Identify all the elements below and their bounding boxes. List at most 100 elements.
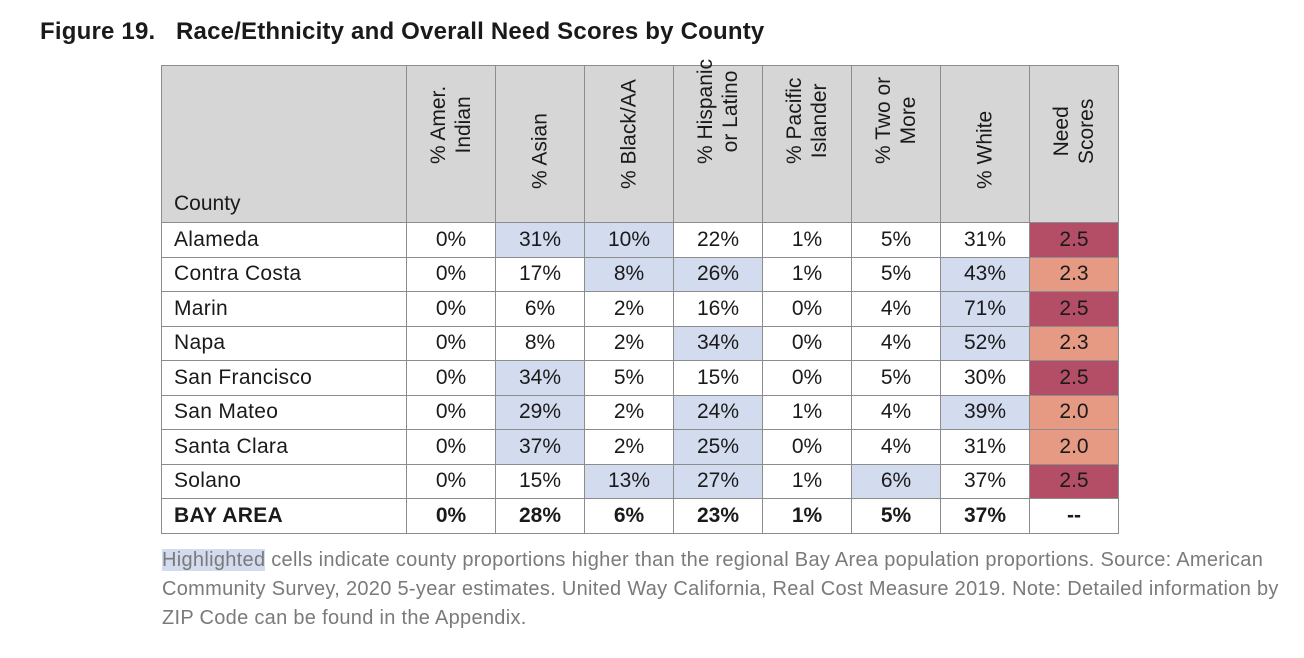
need-score-cell: 2.3 <box>1029 325 1119 361</box>
table-row: Solano 0% 15% 13% 27% 1% 6% 37% 2.5 <box>161 463 1119 499</box>
value-cell: 1% <box>762 498 852 534</box>
value-cell: 5% <box>851 222 941 258</box>
value-cell: 6% <box>584 498 674 534</box>
column-header-line: Islander <box>808 83 831 159</box>
county-cell: Alameda <box>161 222 407 258</box>
value-cell: 22% <box>673 222 763 258</box>
column-header-line: % Pacific <box>783 77 806 164</box>
need-score-cell: 2.5 <box>1029 291 1119 327</box>
value-cell: 0% <box>406 325 496 361</box>
value-cell: 31% <box>940 429 1030 465</box>
column-header-line: More <box>897 96 920 145</box>
value-cell: 15% <box>495 463 585 499</box>
value-cell: 13% <box>584 463 674 499</box>
value-cell: 0% <box>762 360 852 396</box>
figure-title: Figure 19. Race/Ethnicity and Overall Ne… <box>40 18 764 46</box>
value-cell: 37% <box>940 463 1030 499</box>
value-cell: 34% <box>495 360 585 396</box>
table-header-row: County % Amer. Indian % Asian % Black/AA % H… <box>161 59 1119 223</box>
figure-label: Figure 19. <box>40 18 156 45</box>
value-cell: 52% <box>940 325 1030 361</box>
value-cell: 4% <box>851 291 941 327</box>
table-body: Alameda 0% 31% 10% 22% 1% 5% 31% 2.5 Contra Costa… <box>161 222 1119 534</box>
value-cell: 0% <box>762 325 852 361</box>
value-cell: 8% <box>495 325 585 361</box>
value-cell: 2% <box>584 325 674 361</box>
source-note: Source: American Community Survey, 2020 … <box>162 549 1279 629</box>
need-score-cell: 2.5 <box>1029 463 1119 499</box>
highlight-note: cells indicate county proportions higher… <box>265 549 1095 571</box>
value-cell: 37% <box>495 429 585 465</box>
column-header-line: Scores <box>1075 98 1098 164</box>
value-cell: 2% <box>584 291 674 327</box>
column-header-line: % Hispanic <box>694 58 717 164</box>
value-cell: 4% <box>851 394 941 430</box>
need-score-cell: 2.5 <box>1029 222 1119 258</box>
table-row: Contra Costa 0% 17% 8% 26% 1% 5% 43% 2.3 <box>161 256 1119 292</box>
highlighted-legend-swatch: Highlighted <box>162 549 266 571</box>
table-row: Santa Clara 0% 37% 2% 25% 0% 4% 31% 2.0 <box>161 429 1119 465</box>
table-notes: Highlighted cells indicate county propor… <box>162 546 1292 633</box>
value-cell: 15% <box>673 360 763 396</box>
column-header: % Two or More <box>851 65 941 223</box>
value-cell: 1% <box>762 222 852 258</box>
column-header: % White <box>940 65 1030 223</box>
table-row: Marin 0% 6% 2% 16% 0% 4% 71% 2.5 <box>161 291 1119 327</box>
value-cell: 31% <box>495 222 585 258</box>
column-header: Need Scores <box>1029 65 1119 223</box>
value-cell: 0% <box>762 291 852 327</box>
figure-title-text: Race/Ethnicity and Overall Need Scores b… <box>175 18 765 45</box>
value-cell: 31% <box>940 222 1030 258</box>
value-cell: 8% <box>584 256 674 292</box>
column-header: % Hispanic or Latino <box>673 59 763 223</box>
value-cell: 5% <box>851 360 941 396</box>
column-header-line: % Black/AA <box>617 79 641 189</box>
value-cell: 0% <box>762 429 852 465</box>
need-score-cell: 2.5 <box>1029 360 1119 396</box>
value-cell: 5% <box>851 498 941 534</box>
value-cell: 0% <box>406 463 496 499</box>
value-cell: 27% <box>673 463 763 499</box>
value-cell: 1% <box>762 394 852 430</box>
value-cell: 16% <box>673 291 763 327</box>
column-header-line: Need <box>1050 106 1073 157</box>
value-cell: 5% <box>851 256 941 292</box>
column-header-line: % Amer. <box>427 85 450 164</box>
county-cell: Solano <box>161 463 407 499</box>
county-cell: San Francisco <box>161 360 407 396</box>
value-cell: 0% <box>406 429 496 465</box>
table-row: Napa 0% 8% 2% 34% 0% 4% 52% 2.3 <box>161 325 1119 361</box>
county-cell: Marin <box>161 291 407 327</box>
value-cell: 25% <box>673 429 763 465</box>
value-cell: 34% <box>673 325 763 361</box>
value-cell: 26% <box>673 256 763 292</box>
county-cell: San Mateo <box>161 394 407 430</box>
column-header: % Black/AA <box>584 65 674 223</box>
value-cell: 1% <box>762 463 852 499</box>
value-cell: 17% <box>495 256 585 292</box>
value-cell: 0% <box>406 498 496 534</box>
need-score-cell: -- <box>1029 498 1119 534</box>
need-score-cell: 2.0 <box>1029 394 1119 430</box>
value-cell: 2% <box>584 429 674 465</box>
value-cell: 6% <box>495 291 585 327</box>
value-cell: 1% <box>762 256 852 292</box>
county-column-header: County <box>161 65 407 223</box>
table-row: San Francisco 0% 34% 5% 15% 0% 5% 30% 2.5 <box>161 360 1119 396</box>
column-header: % Pacific Islander <box>762 65 852 223</box>
value-cell: 0% <box>406 394 496 430</box>
column-header-line: or Latino <box>719 70 742 153</box>
value-cell: 39% <box>940 394 1030 430</box>
county-race-table: County % Amer. Indian % Asian % Black/AA % H… <box>161 59 1119 534</box>
need-score-cell: 2.3 <box>1029 256 1119 292</box>
column-header-line: % Asian <box>528 113 552 189</box>
value-cell: 0% <box>406 256 496 292</box>
value-cell: 43% <box>940 256 1030 292</box>
value-cell: 29% <box>495 394 585 430</box>
column-header-line: % Two or <box>872 76 895 164</box>
value-cell: 5% <box>584 360 674 396</box>
need-score-cell: 2.0 <box>1029 429 1119 465</box>
value-cell: 28% <box>495 498 585 534</box>
value-cell: 6% <box>851 463 941 499</box>
county-cell: BAY AREA <box>161 498 407 534</box>
